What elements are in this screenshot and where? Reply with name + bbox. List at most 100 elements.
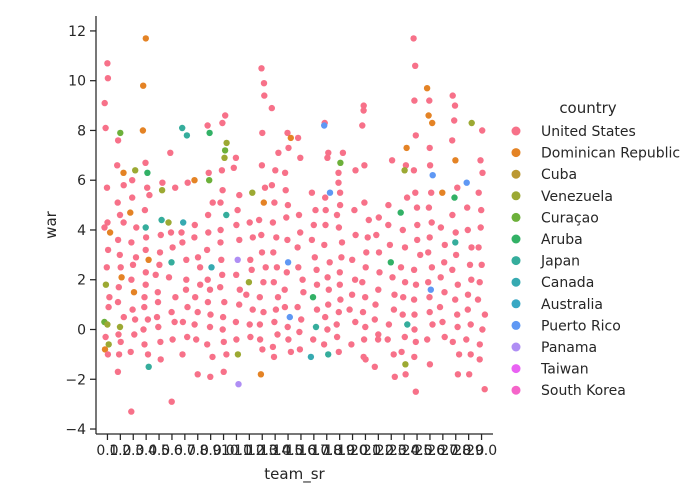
data-point	[191, 221, 198, 229]
data-point	[449, 211, 456, 219]
data-point	[233, 221, 240, 229]
data-point	[101, 346, 109, 353]
data-point	[414, 236, 421, 244]
data-point	[449, 92, 456, 99]
data-point	[104, 219, 111, 226]
data-point	[206, 323, 214, 331]
data-point	[157, 356, 164, 363]
data-point	[400, 294, 407, 301]
data-point	[217, 239, 224, 246]
data-point	[449, 266, 456, 273]
data-point	[399, 311, 406, 318]
data-point	[349, 256, 356, 263]
x-tick-label: 25.0	[414, 443, 445, 459]
data-point	[204, 211, 212, 219]
legend-marker	[511, 191, 521, 201]
data-point	[310, 336, 317, 343]
data-point	[479, 169, 486, 176]
data-point	[273, 234, 280, 241]
legend-label: Japan	[540, 254, 580, 270]
data-point	[297, 154, 304, 161]
data-point	[411, 311, 418, 318]
data-point	[455, 351, 463, 358]
data-point	[106, 294, 113, 301]
data-point	[130, 289, 138, 296]
data-point	[270, 353, 278, 361]
data-point	[388, 157, 396, 164]
data-point	[417, 251, 424, 259]
y-tick-label: 6	[77, 173, 86, 189]
data-point	[118, 274, 125, 281]
data-point	[426, 234, 433, 241]
data-point	[157, 231, 164, 239]
data-point	[128, 239, 135, 246]
data-point	[412, 62, 419, 69]
data-point	[230, 164, 237, 171]
data-point	[311, 254, 318, 261]
data-point	[131, 316, 139, 323]
y-axis-label: war	[42, 210, 60, 238]
data-point	[104, 351, 112, 358]
data-point	[411, 353, 418, 361]
data-point	[385, 321, 393, 328]
y-tick-label: 12	[68, 24, 86, 40]
data-point	[101, 224, 108, 231]
data-point	[154, 289, 161, 296]
data-point	[348, 341, 355, 348]
data-point	[260, 80, 268, 87]
data-point	[144, 169, 151, 176]
data-point	[463, 336, 470, 343]
data-point	[335, 348, 342, 356]
data-point	[426, 294, 433, 301]
data-point	[452, 157, 459, 164]
data-point	[249, 306, 256, 313]
data-point	[114, 137, 122, 144]
data-point	[468, 276, 475, 283]
data-point	[467, 321, 474, 328]
data-point	[114, 298, 122, 306]
x-tick-label: 9.0	[212, 443, 234, 459]
data-point	[204, 276, 211, 283]
data-point	[142, 159, 149, 166]
data-point	[283, 214, 290, 221]
data-point	[234, 256, 241, 263]
data-point	[221, 298, 228, 306]
data-point	[221, 154, 228, 161]
data-point	[165, 219, 172, 226]
data-point	[115, 331, 122, 338]
data-point	[335, 169, 342, 176]
data-point	[371, 363, 378, 370]
data-point	[375, 286, 382, 293]
x-tick-label: 24.0	[401, 443, 432, 459]
legend-marker	[511, 256, 521, 266]
data-point	[373, 231, 380, 239]
data-point	[284, 201, 292, 209]
data-point	[133, 224, 140, 231]
data-point	[439, 318, 446, 326]
data-point	[206, 177, 213, 184]
data-point	[312, 323, 320, 331]
data-point	[131, 331, 138, 338]
data-point	[324, 326, 331, 333]
data-point	[141, 341, 148, 348]
data-point	[401, 167, 408, 174]
data-point	[437, 224, 445, 231]
legend-label: Australia	[541, 297, 603, 313]
data-point	[206, 129, 213, 137]
data-point	[322, 221, 329, 229]
data-point	[336, 269, 343, 276]
data-point	[172, 184, 179, 191]
legend-label: Panama	[541, 340, 597, 356]
data-point	[191, 321, 198, 328]
data-point	[101, 99, 108, 107]
data-point	[325, 351, 332, 358]
data-point	[144, 351, 152, 358]
data-point	[365, 216, 372, 224]
y-tick-label: 0	[77, 323, 86, 339]
data-point	[391, 291, 398, 298]
x-tick-label: 8.0	[200, 443, 222, 459]
y-tick-label: −2	[65, 372, 86, 388]
data-point	[437, 274, 444, 281]
data-point	[193, 336, 200, 343]
data-point	[142, 246, 149, 254]
